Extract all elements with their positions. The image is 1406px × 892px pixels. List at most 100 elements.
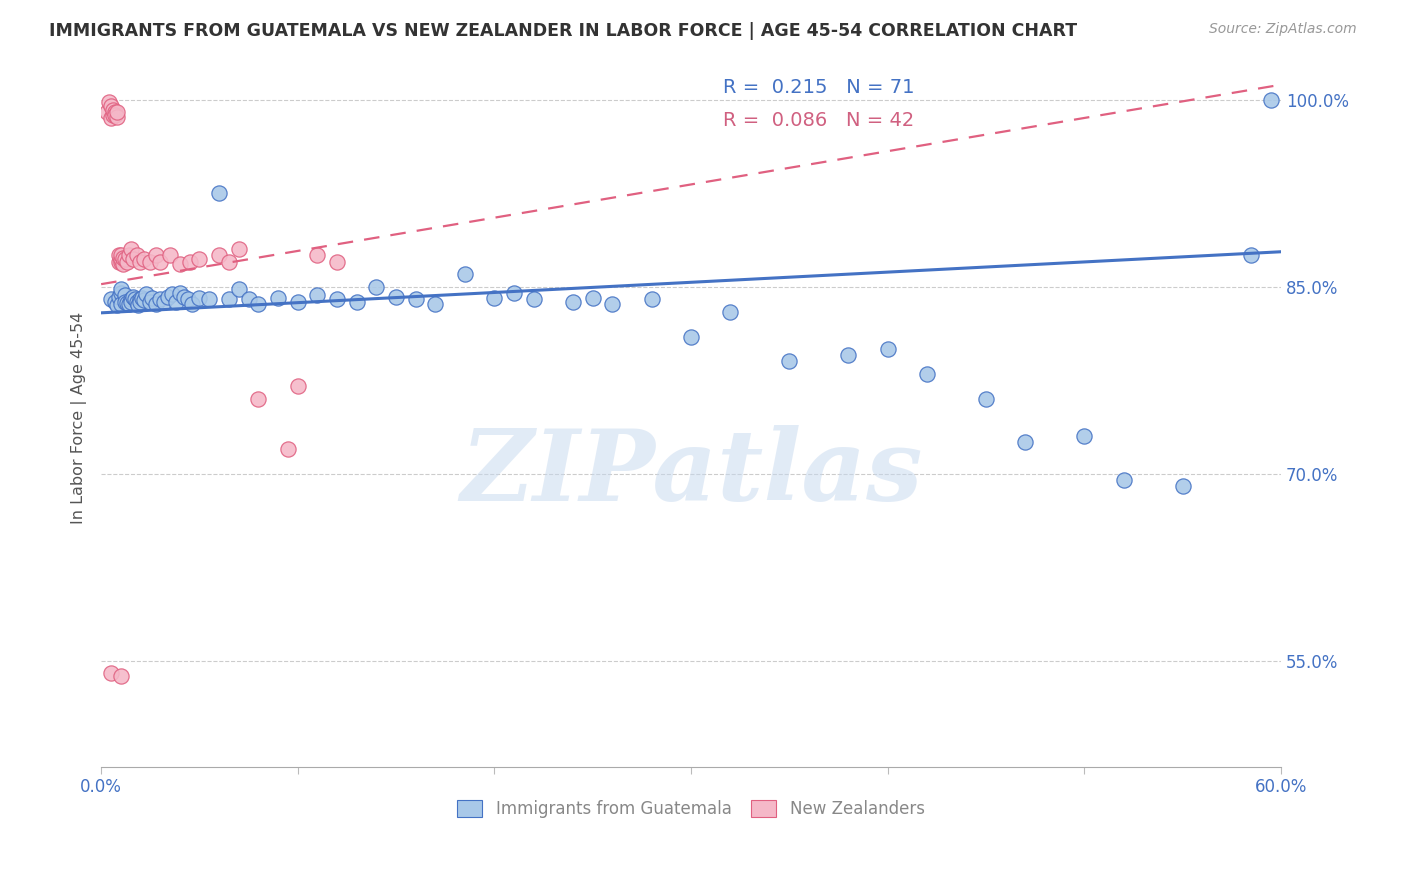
Point [100,666,122,681]
Point [135,287,157,301]
Point [267,291,290,305]
Point [125,294,148,309]
Point [115,296,138,310]
Point [188,291,211,305]
Legend: Immigrants from Guatemala, New Zealanders: Immigrants from Guatemala, New Zealander… [450,793,932,824]
Point [120,242,142,256]
Point [120,294,142,309]
Point [100,292,122,306]
Point [523,292,546,306]
Point [366,279,388,293]
Point [110,254,132,268]
Point [218,292,240,306]
Point [129,292,152,306]
Point [176,292,198,306]
Point [247,297,270,311]
Point [149,292,172,306]
Point [1260,93,1282,107]
Text: ZIPatlas: ZIPatlas [460,425,922,522]
Point [218,254,240,268]
Point [101,108,124,122]
Point [165,294,187,309]
Point [108,254,131,268]
Y-axis label: In Labor Force | Age 45-54: In Labor Force | Age 45-54 [72,311,87,524]
Point [108,290,131,304]
Point [105,298,128,312]
Text: Source: ZipAtlas.com: Source: ZipAtlas.com [1209,22,1357,37]
Point [120,292,142,306]
Point [326,292,349,306]
Point [156,290,179,304]
Point [582,291,605,305]
Point [114,252,136,267]
Point [121,252,143,267]
Point [149,254,172,268]
Point [129,254,152,268]
Point [1073,429,1095,443]
Point [641,292,664,306]
Point [238,292,260,306]
Point [141,291,163,305]
Point [111,251,134,265]
Point [346,294,368,309]
Point [104,108,127,122]
Point [105,105,128,120]
Point [110,248,132,262]
Point [1240,248,1263,262]
Point [115,254,138,268]
Point [208,186,231,201]
Point [124,292,146,306]
Point [198,292,221,306]
Point [188,252,211,267]
Point [110,282,132,296]
Point [247,392,270,406]
Point [114,294,136,309]
Point [131,291,153,305]
Point [127,298,149,312]
Point [326,254,349,268]
Point [153,294,176,309]
Point [307,288,329,302]
Point [425,297,447,311]
Point [602,297,624,311]
Point [145,297,167,311]
Point [169,285,191,300]
Point [114,288,136,302]
Point [405,292,427,306]
Point [287,379,309,393]
Point [208,248,231,262]
Point [173,290,195,304]
Point [876,342,898,356]
Point [1014,435,1036,450]
Point [169,257,191,271]
Text: R =  0.086   N = 42: R = 0.086 N = 42 [723,112,914,130]
Point [118,297,141,311]
Text: IMMIGRANTS FROM GUATEMALA VS NEW ZEALANDER IN LABOR FORCE | AGE 45-54 CORRELATIO: IMMIGRANTS FROM GUATEMALA VS NEW ZEALAND… [49,22,1077,40]
Point [562,294,585,309]
Point [837,348,859,362]
Point [125,248,148,262]
Point [111,257,134,271]
Point [228,282,250,296]
Point [110,252,132,267]
Point [104,294,127,309]
Point [160,287,183,301]
Point [1171,479,1194,493]
Point [974,392,997,406]
Point [778,354,800,368]
Point [139,254,162,268]
Point [98,95,121,110]
Point [145,248,167,262]
Point [129,294,152,309]
Point [100,99,122,113]
Point [121,290,143,304]
Point [110,668,132,682]
Point [180,297,202,311]
Point [454,267,477,281]
Point [110,285,132,300]
Point [134,293,156,308]
Point [307,248,329,262]
Point [179,254,201,268]
Point [385,290,408,304]
Point [718,304,741,318]
